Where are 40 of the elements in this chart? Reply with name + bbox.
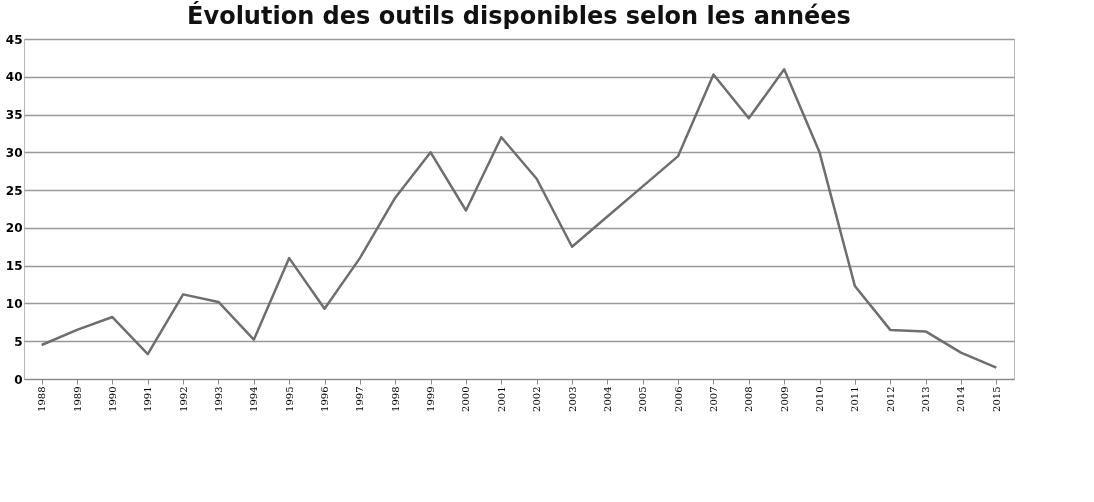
x-tick-label: 2001	[495, 386, 507, 412]
x-tick-label: 1996	[319, 386, 331, 412]
x-tick-label: 1993	[212, 386, 224, 412]
y-tick-label: 5	[14, 334, 23, 349]
x-tick-label: 1997	[354, 386, 366, 412]
y-tick-label: 15	[5, 259, 23, 274]
x-tick-label: 2004	[601, 386, 613, 412]
x-tick-label: 2015	[990, 386, 1002, 412]
x-tick-label: 2013	[920, 386, 932, 412]
x-tick-label: 1994	[248, 386, 260, 412]
x-tick-label: 1998	[389, 386, 401, 412]
y-tick-label: 0	[14, 372, 23, 387]
x-tick-label: 1992	[177, 386, 189, 412]
x-tick-label: 2010	[814, 386, 826, 412]
y-tick-label: 35	[5, 108, 23, 123]
chart-title: Évolution des outils disponibles selon les années	[187, 1, 851, 30]
x-tick-label: 2009	[778, 386, 790, 412]
y-tick-label: 45	[5, 32, 23, 47]
y-tick-label: 25	[5, 183, 23, 198]
x-tick-label: 2007	[707, 386, 719, 412]
x-tick-label: 2005	[637, 386, 649, 412]
x-tick-label: 2000	[460, 386, 472, 412]
y-tick-label: 40	[5, 70, 23, 85]
y-tick-label: 30	[5, 145, 23, 160]
x-tick-label: 2003	[566, 386, 578, 412]
x-tick-label: 2014	[955, 386, 967, 412]
y-tick-label: 10	[5, 296, 23, 311]
x-tick-label: 2008	[743, 386, 755, 412]
x-tick-label: 1995	[283, 386, 295, 412]
x-tick-label: 2011	[849, 386, 861, 412]
x-tick-label: 1991	[142, 386, 154, 412]
x-tick-label: 1988	[36, 386, 48, 412]
x-tick-label: 2012	[884, 386, 896, 412]
x-tick-label: 1990	[106, 386, 118, 412]
x-tick-label: 2002	[531, 386, 543, 412]
x-tick-label: 1989	[71, 386, 83, 412]
y-tick-label: 20	[5, 221, 23, 236]
x-tick-label: 1999	[425, 386, 437, 412]
x-tick-label: 2006	[672, 386, 684, 412]
line-series	[40, 67, 998, 369]
